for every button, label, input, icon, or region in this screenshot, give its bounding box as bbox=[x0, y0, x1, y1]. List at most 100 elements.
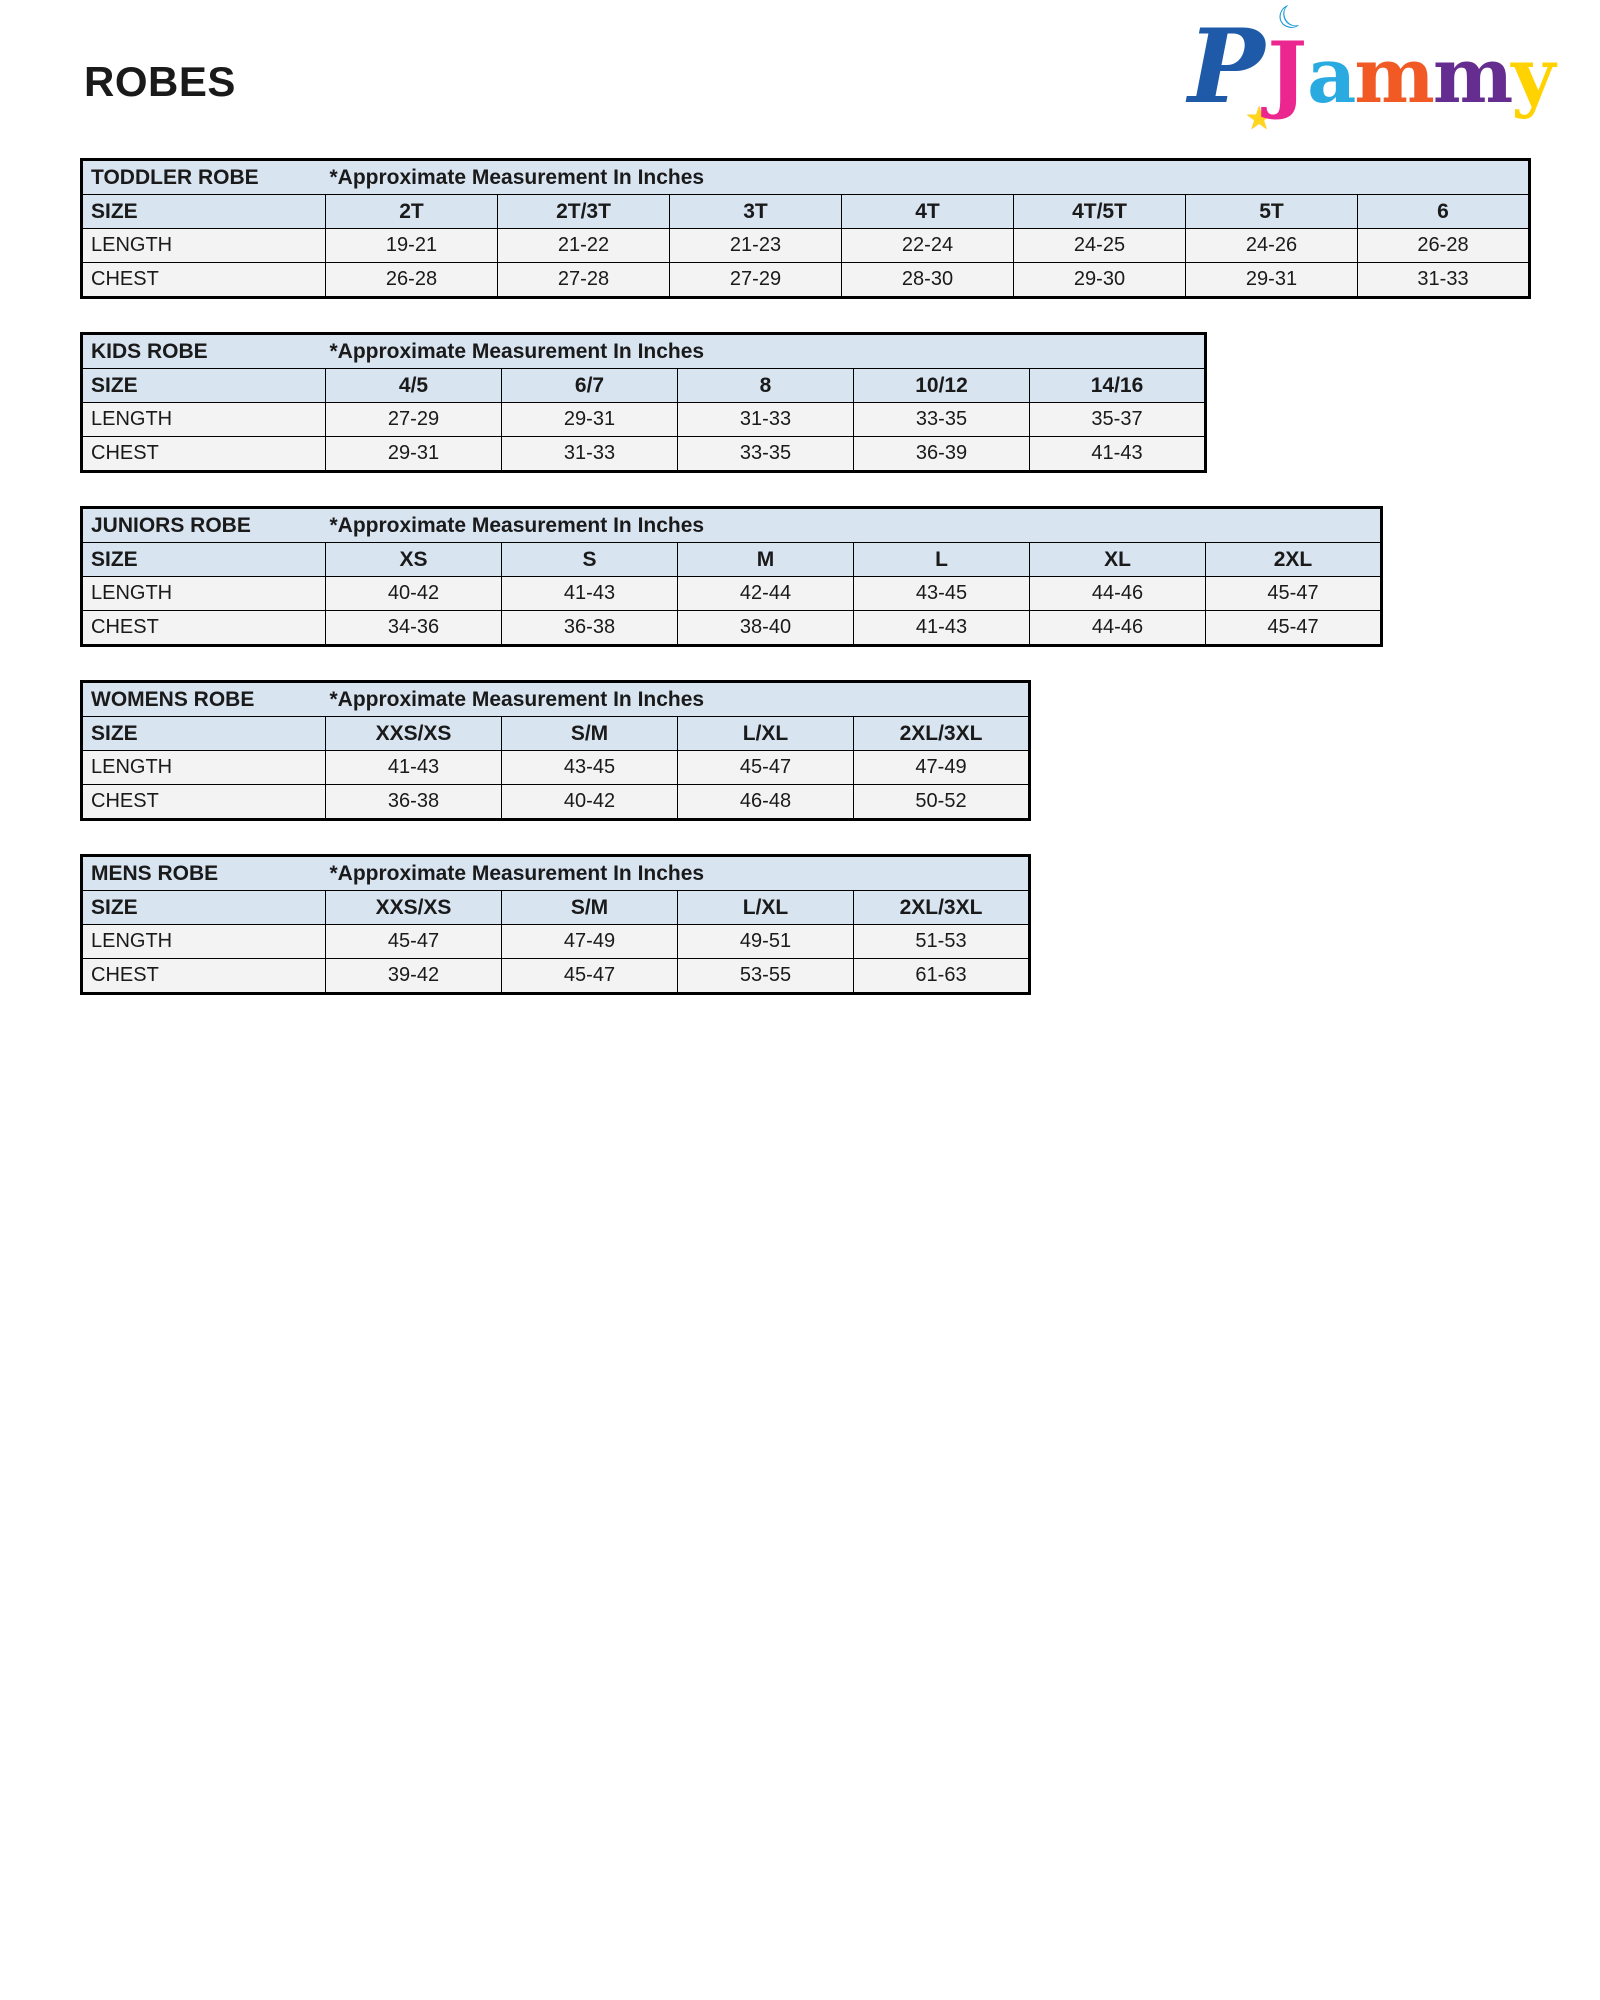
measurement-cell: 45-47 bbox=[325, 924, 502, 959]
measurement-cell: 50-52 bbox=[853, 784, 1030, 820]
page-title: ROBES bbox=[84, 58, 236, 105]
measurement-cell: 47-49 bbox=[853, 750, 1030, 785]
measurement-cell: 61-63 bbox=[853, 958, 1030, 994]
measurement-cell: 44-46 bbox=[1029, 576, 1206, 611]
size-column-header: M bbox=[677, 542, 854, 577]
measurement-cell: 29-31 bbox=[1185, 262, 1358, 298]
measurement-cell: 39-42 bbox=[325, 958, 502, 994]
table-note: *Approximate Measurement In Inches bbox=[325, 333, 1206, 369]
size-column-header: 5T bbox=[1185, 194, 1358, 229]
row-label-cell: LENGTH bbox=[81, 924, 326, 959]
table-row-chest: CHEST 26-28 27-28 27-29 28-30 29-30 29-31 31-33 bbox=[81, 262, 1530, 298]
size-column-header: S/M bbox=[501, 716, 678, 751]
measurement-cell: 36-38 bbox=[325, 784, 502, 820]
measurement-cell: 43-45 bbox=[853, 576, 1030, 611]
measurement-cell: 21-22 bbox=[497, 228, 670, 263]
measurement-cell: 22-24 bbox=[841, 228, 1014, 263]
size-label-cell: SIZE bbox=[81, 194, 326, 229]
measurement-cell: 24-25 bbox=[1013, 228, 1186, 263]
measurement-cell: 31-33 bbox=[1357, 262, 1530, 298]
measurement-cell: 51-53 bbox=[853, 924, 1030, 959]
size-column-header: 2T bbox=[325, 194, 498, 229]
logo-letter-m1: m bbox=[1354, 31, 1434, 120]
measurement-cell: 44-46 bbox=[1029, 610, 1206, 646]
measurement-cell: 45-47 bbox=[501, 958, 678, 994]
size-column-header: 3T bbox=[669, 194, 842, 229]
measurement-cell: 21-23 bbox=[669, 228, 842, 263]
size-column-header: 10/12 bbox=[853, 368, 1030, 403]
logo-letter-m2: m bbox=[1432, 31, 1513, 120]
row-label-cell: LENGTH bbox=[81, 576, 326, 611]
measurement-cell: 45-47 bbox=[1205, 610, 1382, 646]
measurement-cell: 38-40 bbox=[677, 610, 854, 646]
measurement-cell: 29-30 bbox=[1013, 262, 1186, 298]
measurement-cell: 49-51 bbox=[677, 924, 854, 959]
measurement-cell: 41-43 bbox=[853, 610, 1030, 646]
size-column-header: L bbox=[853, 542, 1030, 577]
measurement-cell: 24-26 bbox=[1185, 228, 1358, 263]
measurement-cell: 27-28 bbox=[497, 262, 670, 298]
row-label-cell: CHEST bbox=[81, 610, 326, 646]
measurement-cell: 29-31 bbox=[325, 436, 502, 472]
row-label-cell: CHEST bbox=[81, 262, 326, 298]
measurement-cell: 31-33 bbox=[501, 436, 678, 472]
size-column-header: S bbox=[501, 542, 678, 577]
table-row-length: LENGTH 41-43 43-45 45-47 47-49 bbox=[81, 750, 1030, 785]
size-column-header: 6 bbox=[1357, 194, 1530, 229]
table-name: TODDLER ROBE bbox=[81, 159, 326, 195]
measurement-cell: 29-31 bbox=[501, 402, 678, 437]
size-label-cell: SIZE bbox=[81, 542, 326, 577]
table-row-length: LENGTH 19-21 21-22 21-23 22-24 24-25 24-26 26-2… bbox=[81, 228, 1530, 263]
table-size-header-row: SIZE XXS/XS S/M L/XL 2XL/3XL bbox=[81, 890, 1030, 925]
table-size-header-row: SIZE 2T 2T/3T 3T 4T 4T/5T 5T 6 bbox=[81, 194, 1530, 229]
measurement-cell: 36-39 bbox=[853, 436, 1030, 472]
size-column-header: 4T/5T bbox=[1013, 194, 1186, 229]
measurement-cell: 33-35 bbox=[853, 402, 1030, 437]
table-title-row: WOMENS ROBE *Approximate Measurement In I… bbox=[81, 681, 1030, 717]
star-icon: ★ bbox=[1244, 100, 1274, 136]
table-row-chest: CHEST 36-38 40-42 46-48 50-52 bbox=[81, 784, 1030, 820]
size-column-header: 2XL bbox=[1205, 542, 1382, 577]
measurement-cell: 40-42 bbox=[501, 784, 678, 820]
measurement-cell: 33-35 bbox=[677, 436, 854, 472]
size-column-header: L/XL bbox=[677, 716, 854, 751]
table-name: JUNIORS ROBE bbox=[81, 507, 326, 543]
size-column-header: 4/5 bbox=[325, 368, 502, 403]
measurement-cell: 41-43 bbox=[1029, 436, 1206, 472]
table-row-chest: CHEST 29-31 31-33 33-35 36-39 41-43 bbox=[81, 436, 1206, 472]
table-name: WOMENS ROBE bbox=[81, 681, 326, 717]
size-column-header: XXS/XS bbox=[325, 716, 502, 751]
size-table-kids-robe: KIDS ROBE *Approximate Measurement In Inc… bbox=[80, 332, 1207, 473]
size-column-header: 14/16 bbox=[1029, 368, 1206, 403]
size-column-header: 4T bbox=[841, 194, 1014, 229]
size-column-header: 2XL/3XL bbox=[853, 890, 1030, 925]
row-label-cell: LENGTH bbox=[81, 228, 326, 263]
size-label-cell: SIZE bbox=[81, 368, 326, 403]
row-label-cell: LENGTH bbox=[81, 750, 326, 785]
table-size-header-row: SIZE 4/5 6/7 8 10/12 14/16 bbox=[81, 368, 1206, 403]
size-column-header: XXS/XS bbox=[325, 890, 502, 925]
logo-letter-p: P bbox=[1188, 7, 1265, 127]
measurement-cell: 41-43 bbox=[501, 576, 678, 611]
size-column-header: 2T/3T bbox=[497, 194, 670, 229]
measurement-cell: 27-29 bbox=[669, 262, 842, 298]
measurement-cell: 35-37 bbox=[1029, 402, 1206, 437]
measurement-cell: 27-29 bbox=[325, 402, 502, 437]
measurement-cell: 40-42 bbox=[325, 576, 502, 611]
table-row-length: LENGTH 45-47 47-49 49-51 51-53 bbox=[81, 924, 1030, 959]
measurement-cell: 31-33 bbox=[677, 402, 854, 437]
measurement-cell: 34-36 bbox=[325, 610, 502, 646]
measurement-cell: 36-38 bbox=[501, 610, 678, 646]
logo-letter-j-group: ☾ J bbox=[1267, 0, 1312, 115]
table-title-row: MENS ROBE *Approximate Measurement In Inc… bbox=[81, 855, 1030, 891]
size-label-cell: SIZE bbox=[81, 716, 326, 751]
measurement-cell: 43-45 bbox=[501, 750, 678, 785]
table-row-length: LENGTH 40-42 41-43 42-44 43-45 44-46 45-47 bbox=[81, 576, 1382, 611]
size-column-header: XL bbox=[1029, 542, 1206, 577]
size-column-header: 6/7 bbox=[501, 368, 678, 403]
table-name: KIDS ROBE bbox=[81, 333, 326, 369]
measurement-cell: 26-28 bbox=[1357, 228, 1530, 263]
size-table-juniors-robe: JUNIORS ROBE *Approximate Measurement In … bbox=[80, 506, 1383, 647]
table-note: *Approximate Measurement In Inches bbox=[325, 855, 1030, 891]
